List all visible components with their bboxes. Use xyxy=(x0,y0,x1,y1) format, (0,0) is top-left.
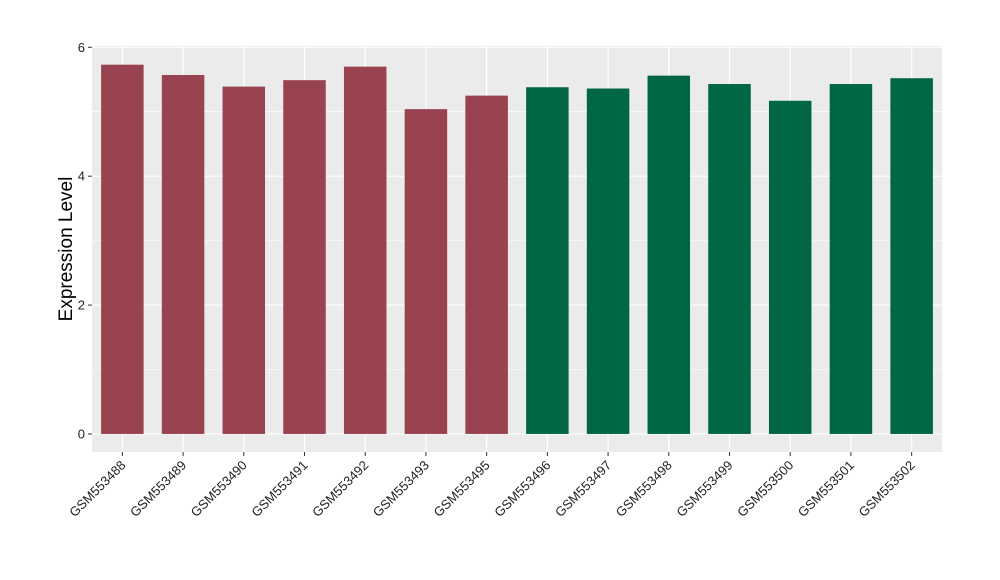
bar-GSM553498 xyxy=(647,75,691,434)
bars xyxy=(101,64,933,434)
bar-GSM553490 xyxy=(222,86,266,434)
bar-GSM553497 xyxy=(586,88,630,434)
x-tick-label: GSM553492 xyxy=(309,458,371,520)
bar-GSM553489 xyxy=(161,75,205,434)
x-tick-label: GSM553500 xyxy=(734,458,796,520)
x-tick-label: GSM553493 xyxy=(370,458,432,520)
bar-GSM553493 xyxy=(404,109,448,434)
x-tick-label: GSM553491 xyxy=(248,458,310,520)
x-tick-label: GSM553490 xyxy=(188,458,250,520)
y-tick-label: 4 xyxy=(78,169,85,184)
bar-GSM553491 xyxy=(283,80,326,434)
x-tick-label: GSM553502 xyxy=(856,458,918,520)
bar-GSM553495 xyxy=(465,95,508,434)
bar-GSM553500 xyxy=(768,100,812,434)
y-tick-label: 2 xyxy=(78,298,85,313)
bar-GSM553488 xyxy=(101,64,144,434)
bar-GSM553502 xyxy=(890,78,933,434)
x-tick-label: GSM553501 xyxy=(795,458,857,520)
x-tick-label: GSM553495 xyxy=(431,458,493,520)
y-axis: 0 2 4 6 xyxy=(78,40,92,441)
x-tick-label: GSM553496 xyxy=(491,458,553,520)
bar-GSM553499 xyxy=(708,84,751,434)
bar-GSM553492 xyxy=(343,66,387,434)
y-axis-label: Expression Level xyxy=(56,177,77,322)
bar-GSM553501 xyxy=(829,84,873,434)
x-axis: GSM553488GSM553489GSM553490GSM553491GSM5… xyxy=(66,452,918,520)
x-tick-label: GSM553489 xyxy=(127,458,189,520)
x-tick-label: GSM553488 xyxy=(66,458,128,520)
y-tick-label: 6 xyxy=(78,40,85,55)
plot-panel xyxy=(92,46,942,452)
bar-GSM553496 xyxy=(526,87,569,434)
x-tick-label: GSM553499 xyxy=(673,458,735,520)
y-tick-label: 0 xyxy=(78,426,85,441)
x-tick-label: GSM553497 xyxy=(552,458,614,520)
x-tick-label: GSM553498 xyxy=(613,458,675,520)
